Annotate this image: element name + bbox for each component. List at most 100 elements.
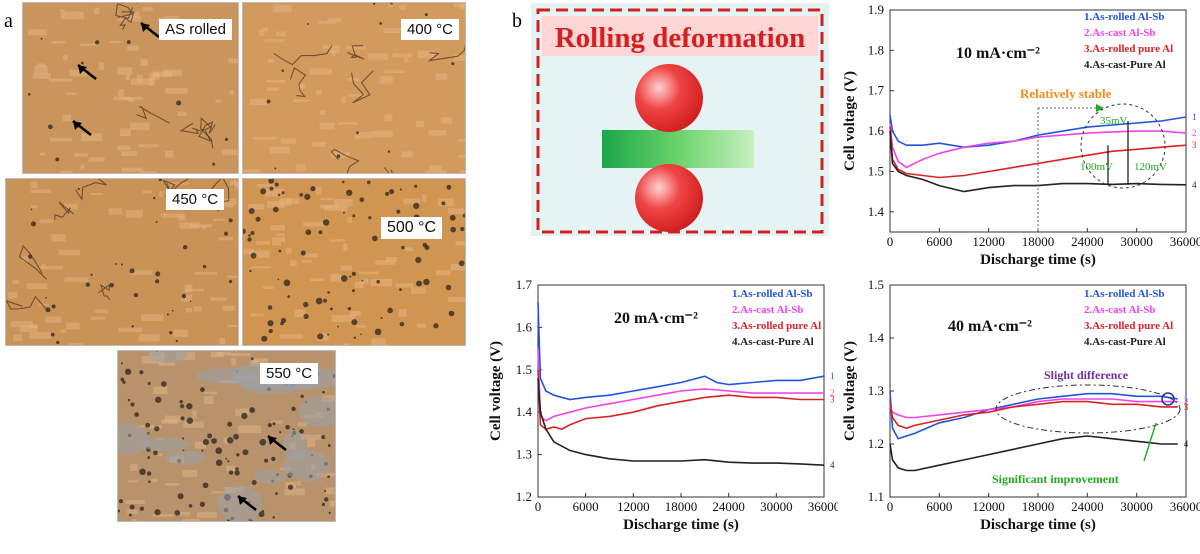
- y-tick-label: 1.7: [516, 277, 533, 292]
- texture-patch: [404, 247, 413, 251]
- pit-mark: [148, 382, 151, 385]
- y-axis-label: Cell voltage (V): [842, 71, 858, 171]
- texture-patch: [238, 425, 262, 433]
- texture-patch: [371, 279, 392, 286]
- pit-mark: [329, 512, 331, 514]
- pit-mark: [281, 191, 284, 194]
- texture-patch: [270, 225, 284, 230]
- pit-mark: [282, 69, 285, 72]
- texture-patch: [227, 276, 238, 278]
- pit-mark: [293, 428, 295, 430]
- texture-patch: [11, 321, 33, 328]
- pit-mark: [51, 333, 55, 337]
- texture-patch: [194, 272, 217, 275]
- pit-mark: [341, 275, 347, 281]
- chart-title: 20 mA·cm⁻²: [614, 310, 698, 327]
- texture-patch: [60, 171, 73, 173]
- micrograph-as-rolled: AS rolled: [22, 2, 239, 174]
- x-tick-label: 24000: [1071, 499, 1104, 514]
- annotation-100mv: 100mV: [1080, 161, 1113, 173]
- texture-patch: [66, 93, 76, 95]
- pit-mark: [139, 469, 146, 476]
- pit-mark: [343, 212, 345, 214]
- corrosion-patch: [254, 470, 286, 484]
- texture-patch: [436, 270, 450, 275]
- texture-patch: [359, 271, 379, 274]
- texture-patch: [458, 155, 465, 158]
- pit-mark: [359, 197, 364, 202]
- texture-patch: [69, 343, 83, 345]
- texture-patch: [130, 464, 137, 471]
- texture-patch: [121, 151, 137, 156]
- x-tick-label: 30000: [760, 499, 793, 514]
- pit-mark: [155, 272, 160, 277]
- pit-mark: [247, 237, 251, 241]
- pit-mark: [446, 185, 451, 190]
- texture-patch: [320, 110, 326, 115]
- pit-mark: [307, 23, 309, 25]
- texture-patch: [127, 510, 137, 514]
- texture-patch: [334, 199, 353, 206]
- x-tick-label: 18000: [665, 499, 698, 514]
- x-tick-label: 6000: [926, 499, 952, 514]
- pit-mark: [249, 208, 255, 214]
- texture-patch: [256, 241, 270, 245]
- y-tick-label: 1.4: [868, 204, 885, 219]
- texture-patch: [81, 133, 102, 141]
- pit-mark: [183, 245, 187, 249]
- texture-patch: [417, 324, 426, 328]
- pit-mark: [182, 437, 184, 439]
- texture-patch: [95, 310, 108, 313]
- pit-mark: [154, 426, 159, 431]
- texture-patch: [250, 314, 265, 317]
- texture-patch: [244, 169, 260, 172]
- pit-mark: [203, 482, 209, 488]
- pit-mark: [381, 317, 383, 319]
- texture-patch: [229, 90, 234, 94]
- pit-mark: [279, 431, 281, 433]
- texture-patch: [250, 99, 268, 105]
- micrograph-label: 450 °C: [166, 189, 224, 210]
- texture-patch: [401, 151, 412, 157]
- legend-entry: 2.As-cast Al-Sb: [1084, 304, 1156, 316]
- x-tick-label: 0: [535, 499, 542, 514]
- y-tick-label: 1.9: [868, 2, 884, 17]
- pit-mark: [327, 334, 329, 336]
- texture-patch: [273, 5, 292, 12]
- texture-patch: [126, 210, 143, 218]
- texture-patch: [182, 519, 200, 521]
- pit-mark: [327, 475, 330, 478]
- texture-patch: [460, 170, 465, 172]
- texture-patch: [316, 187, 321, 195]
- texture-patch: [293, 99, 309, 102]
- pit-mark: [401, 246, 405, 250]
- pit-mark: [459, 261, 465, 267]
- texture-patch: [52, 41, 65, 44]
- pit-mark: [416, 281, 422, 287]
- texture-patch: [63, 55, 68, 61]
- texture-patch: [80, 166, 84, 170]
- pit-mark: [288, 485, 293, 490]
- texture-patch: [235, 182, 238, 190]
- pit-mark: [148, 480, 151, 483]
- texture-patch: [63, 115, 72, 121]
- schematic-title: Rolling deformation: [555, 22, 806, 54]
- pit-mark: [216, 460, 223, 467]
- x-axis-label: Discharge time (s): [980, 517, 1096, 533]
- texture-patch: [180, 512, 190, 516]
- texture-patch: [202, 225, 206, 229]
- x-tick-label: 0: [887, 234, 894, 249]
- texture-patch: [204, 392, 217, 395]
- texture-patch: [153, 387, 167, 395]
- pit-mark: [161, 381, 167, 387]
- pit-mark: [291, 407, 296, 412]
- pit-mark: [376, 280, 380, 284]
- texture-patch: [441, 117, 452, 123]
- texture-patch: [165, 416, 182, 423]
- pit-mark: [450, 227, 456, 233]
- corrosion-patch: [283, 431, 307, 459]
- pit-mark: [328, 444, 331, 447]
- pit-mark: [45, 307, 50, 312]
- pit-mark: [129, 514, 132, 517]
